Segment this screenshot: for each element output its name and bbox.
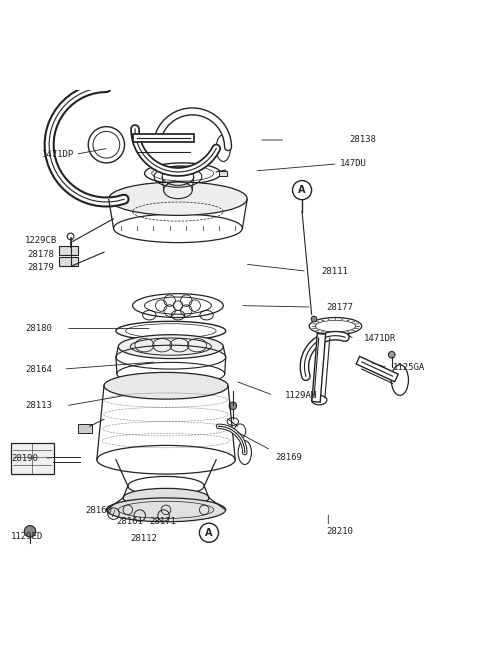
Text: 28138: 28138 xyxy=(350,135,377,145)
Text: 147DU: 147DU xyxy=(340,160,367,168)
Text: 28177: 28177 xyxy=(326,302,353,311)
Text: 28164: 28164 xyxy=(25,365,52,374)
Text: 1125GA: 1125GA xyxy=(393,363,425,372)
Bar xyxy=(59,257,78,265)
Circle shape xyxy=(24,526,36,537)
Circle shape xyxy=(388,351,395,358)
Text: 28112: 28112 xyxy=(130,534,157,543)
Bar xyxy=(59,246,78,254)
Text: 1129AM: 1129AM xyxy=(285,391,318,400)
Text: 28111: 28111 xyxy=(321,267,348,276)
Ellipse shape xyxy=(118,334,223,359)
Text: 28113: 28113 xyxy=(25,401,52,411)
Text: A: A xyxy=(298,185,306,195)
Text: 28179: 28179 xyxy=(28,263,55,272)
Text: 1129ED: 1129ED xyxy=(11,532,43,541)
Text: 28190: 28190 xyxy=(11,454,38,463)
Bar xyxy=(78,424,92,434)
Text: 28171: 28171 xyxy=(149,517,176,526)
Text: 1471DP: 1471DP xyxy=(42,150,74,159)
Text: 28161: 28161 xyxy=(116,517,143,526)
Text: A: A xyxy=(205,528,213,537)
Text: 28210: 28210 xyxy=(326,527,353,536)
Text: 28160: 28160 xyxy=(85,507,112,515)
Text: 28178: 28178 xyxy=(28,250,55,259)
Ellipse shape xyxy=(107,498,226,522)
Bar xyxy=(11,443,54,474)
Text: 28180: 28180 xyxy=(25,324,52,333)
Bar xyxy=(218,171,227,176)
Ellipse shape xyxy=(109,182,247,215)
Text: 1229CB: 1229CB xyxy=(25,236,58,244)
Ellipse shape xyxy=(123,488,209,507)
Circle shape xyxy=(229,402,237,409)
Text: 1471DR: 1471DR xyxy=(364,334,396,344)
Circle shape xyxy=(311,316,317,322)
Ellipse shape xyxy=(104,373,228,399)
Text: 28169: 28169 xyxy=(276,453,303,462)
